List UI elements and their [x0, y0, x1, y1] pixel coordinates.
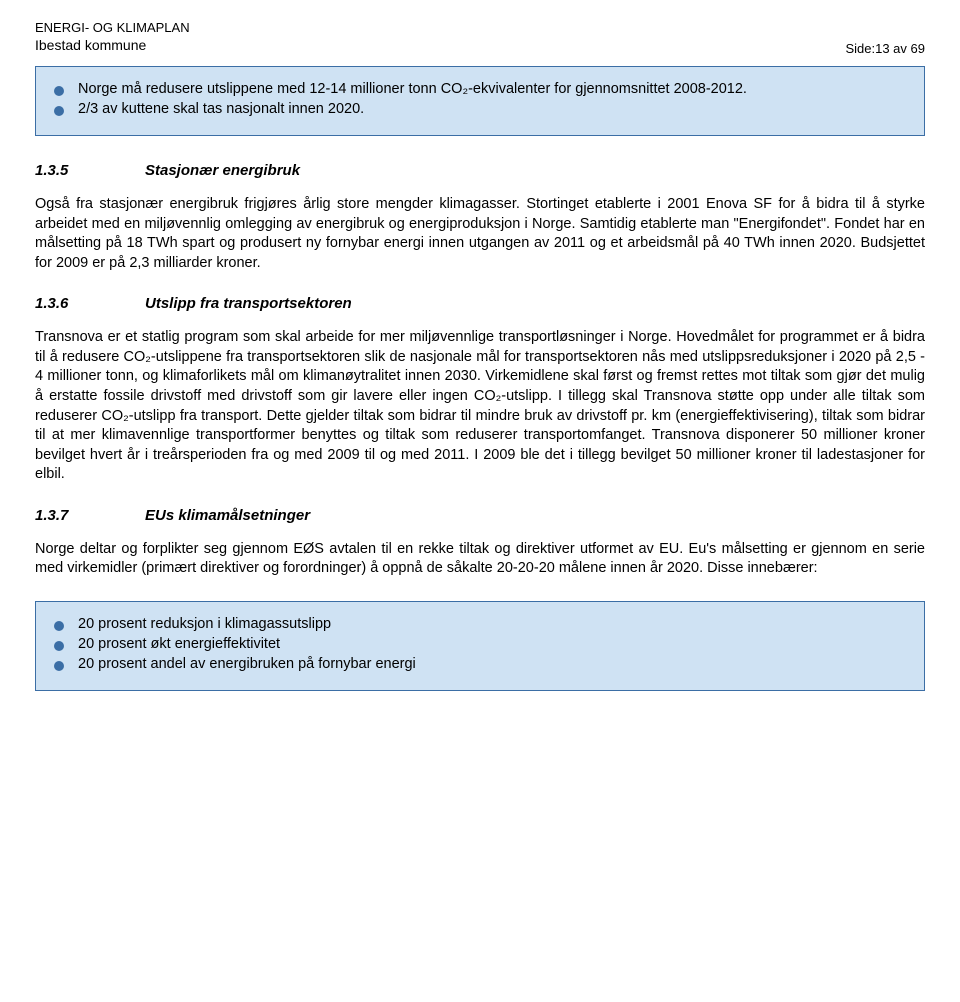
- section-title: EUs klimamålsetninger: [145, 507, 310, 524]
- list-item: Norge må redusere utslippene med 12-14 m…: [54, 81, 906, 97]
- section-number: 1.3.5: [35, 162, 145, 179]
- section-heading-136: 1.3.6 Utslipp fra transportsektoren: [35, 295, 925, 312]
- list-item-text: Norge må redusere utslippene med 12-14 m…: [78, 81, 747, 97]
- bullet-icon: [54, 106, 64, 116]
- list-item: 20 prosent reduksjon i klimagassutslipp: [54, 616, 906, 632]
- bullet-icon: [54, 661, 64, 671]
- doc-header-title: ENERGI- OG KLIMAPLAN: [35, 20, 925, 35]
- paragraph: Norge deltar og forplikter seg gjennom E…: [35, 540, 925, 579]
- paragraph: Transnova er et statlig program som skal…: [35, 328, 925, 485]
- list-item-text: 2/3 av kuttene skal tas nasjonalt innen …: [78, 101, 364, 117]
- section-heading-137: 1.3.7 EUs klimamålsetninger: [35, 507, 925, 524]
- list-item: 2/3 av kuttene skal tas nasjonalt innen …: [54, 101, 906, 117]
- bullet-icon: [54, 86, 64, 96]
- highlight-box-2: 20 prosent reduksjon i klimagassutslipp …: [35, 601, 925, 691]
- list-item: 20 prosent andel av energibruken på forn…: [54, 656, 906, 672]
- section-title: Stasjonær energibruk: [145, 162, 300, 179]
- section-title: Utslipp fra transportsektoren: [145, 295, 352, 312]
- list-item: 20 prosent økt energieffektivitet: [54, 636, 906, 652]
- list-item-text: 20 prosent økt energieffektivitet: [78, 636, 280, 652]
- section-heading-135: 1.3.5 Stasjonær energibruk: [35, 162, 925, 179]
- highlight-box-1: Norge må redusere utslippene med 12-14 m…: [35, 66, 925, 136]
- bullet-icon: [54, 621, 64, 631]
- bullet-icon: [54, 641, 64, 651]
- section-number: 1.3.6: [35, 295, 145, 312]
- section-number: 1.3.7: [35, 507, 145, 524]
- page-number: Side:13 av 69: [35, 41, 925, 56]
- list-item-text: 20 prosent andel av energibruken på forn…: [78, 656, 416, 672]
- document-page: ENERGI- OG KLIMAPLAN Ibestad kommune Sid…: [0, 0, 960, 747]
- paragraph: Også fra stasjonær energibruk frigjøres …: [35, 195, 925, 273]
- list-item-text: 20 prosent reduksjon i klimagassutslipp: [78, 616, 331, 632]
